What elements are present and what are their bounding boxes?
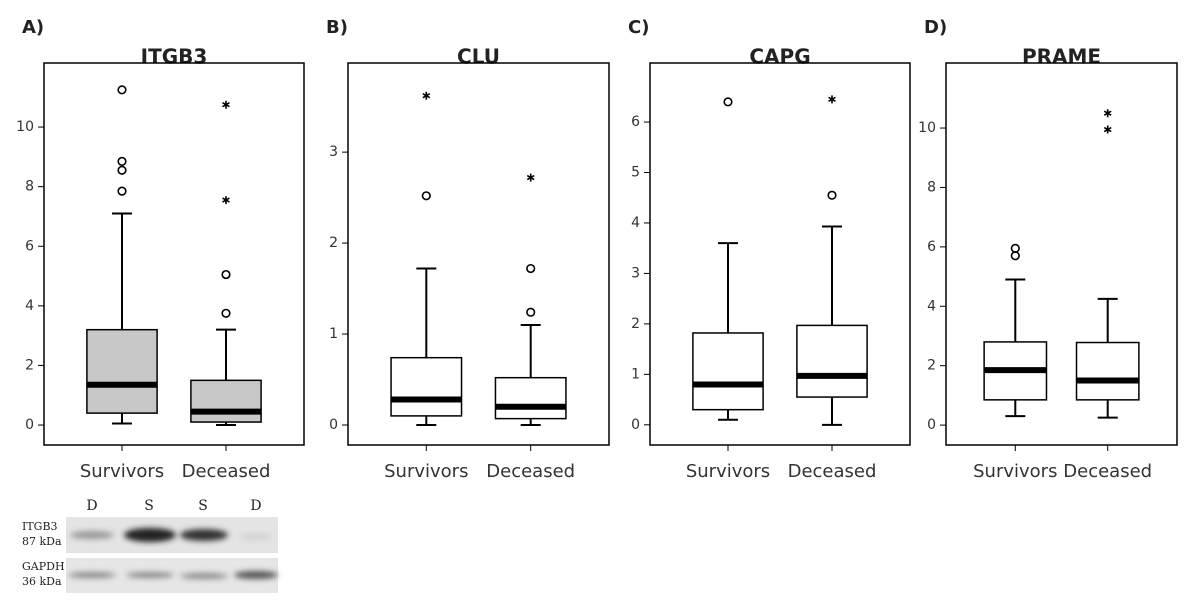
outlier: [221, 308, 231, 318]
panel-label: D): [924, 17, 947, 38]
y-tick-label: 0: [329, 417, 338, 433]
chart-title: CAPG: [749, 45, 810, 69]
y-tick-label: 6: [25, 238, 34, 254]
extreme: [1103, 109, 1112, 118]
y-tick-label: 0: [927, 417, 936, 433]
panel-label: C): [628, 17, 649, 38]
x-tick-label: Survivors: [384, 461, 468, 482]
band-size: 87 kDa: [22, 535, 62, 548]
y-tick-label: 4: [631, 215, 640, 231]
y-tick-label: 5: [631, 165, 640, 181]
y-tick-label: 4: [25, 298, 34, 314]
y-tick-label: 1: [631, 366, 640, 382]
extreme: [828, 95, 836, 104]
band-name: ITGB3: [22, 520, 58, 533]
outlier: [117, 186, 127, 196]
y-tick-label: 3: [631, 265, 640, 281]
outlier: [1010, 251, 1020, 261]
x-tick-label: Deceased: [486, 461, 575, 482]
y-tick-label: 10: [16, 119, 34, 135]
western-blot: [66, 517, 278, 593]
y-tick-label: 2: [631, 316, 640, 332]
band: [234, 571, 278, 579]
plot-frame: [43, 62, 305, 446]
y-tick-label: 2: [329, 235, 338, 251]
band: [180, 529, 228, 541]
outlier: [117, 85, 127, 95]
y-tick-label: 3: [329, 144, 338, 160]
panel-label: A): [22, 17, 44, 38]
extreme: [422, 91, 431, 100]
box: [190, 379, 262, 423]
outlier: [117, 165, 127, 175]
outlier: [221, 269, 231, 280]
band: [70, 531, 114, 539]
band-size: 36 kDa: [22, 575, 62, 588]
x-tick-label: Deceased: [788, 461, 877, 482]
extreme: [526, 173, 535, 182]
band: [180, 573, 228, 579]
box: [1075, 341, 1140, 401]
band: [126, 572, 174, 578]
chart-title: ITGB3: [141, 45, 208, 69]
band: [240, 534, 272, 540]
lane-label: S: [198, 498, 208, 514]
band-name: GAPDH: [22, 560, 65, 573]
x-tick-label: Deceased: [182, 461, 271, 482]
y-tick-label: 10: [918, 120, 936, 136]
band: [124, 528, 176, 542]
box: [494, 376, 567, 420]
outlier: [1010, 243, 1020, 253]
box: [796, 324, 868, 398]
x-tick-label: Survivors: [80, 461, 164, 482]
chart-title: CLU: [457, 45, 500, 69]
lane-label: S: [144, 498, 154, 514]
outlier: [827, 190, 837, 200]
box: [86, 328, 158, 414]
y-tick-label: 4: [927, 298, 936, 314]
extreme: [222, 196, 230, 205]
y-tick-label: 1: [329, 326, 338, 342]
outlier: [421, 191, 431, 201]
box: [390, 356, 463, 417]
y-tick-label: 8: [25, 179, 34, 195]
y-tick-label: 0: [631, 417, 640, 433]
outlier: [526, 307, 536, 317]
y-tick-label: 6: [927, 239, 936, 255]
plot-frame: [649, 62, 911, 446]
lane-label: D: [86, 498, 97, 514]
x-tick-label: Survivors: [973, 461, 1057, 482]
y-tick-label: 8: [927, 179, 936, 195]
band: [68, 572, 116, 578]
box: [692, 332, 764, 411]
y-tick-label: 2: [25, 357, 34, 373]
plot-frame: [945, 62, 1178, 446]
outlier: [526, 263, 536, 274]
x-tick-label: Survivors: [686, 461, 770, 482]
y-tick-label: 0: [25, 417, 34, 433]
y-tick-label: 2: [927, 358, 936, 374]
extreme: [1103, 125, 1112, 134]
outlier: [723, 97, 733, 107]
plot-frame: [347, 62, 610, 446]
panel-label: B): [326, 17, 348, 38]
outlier: [117, 156, 127, 166]
x-tick-label: Deceased: [1063, 461, 1152, 482]
lane-label: D: [250, 498, 261, 514]
y-tick-label: 6: [631, 114, 640, 130]
extreme: [222, 100, 230, 109]
chart-title: PRAME: [1022, 45, 1101, 69]
